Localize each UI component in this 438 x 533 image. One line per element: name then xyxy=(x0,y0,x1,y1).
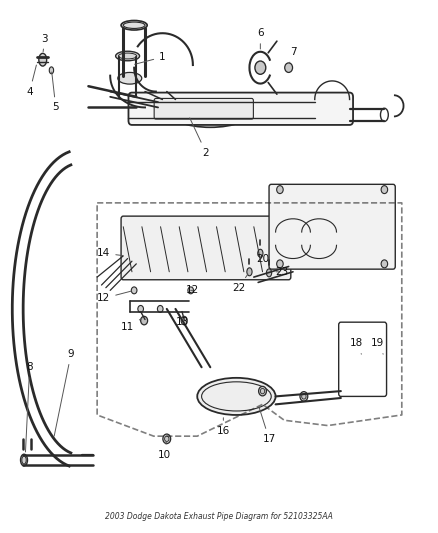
Text: 7: 7 xyxy=(290,47,296,63)
Ellipse shape xyxy=(141,317,148,325)
Ellipse shape xyxy=(138,305,144,312)
Text: 10: 10 xyxy=(158,441,171,460)
Text: 2: 2 xyxy=(190,118,209,158)
Text: 11: 11 xyxy=(121,318,142,333)
Text: 12: 12 xyxy=(186,285,200,295)
FancyBboxPatch shape xyxy=(154,99,253,119)
Ellipse shape xyxy=(21,454,28,466)
Ellipse shape xyxy=(258,249,263,257)
Text: 23: 23 xyxy=(276,267,289,277)
Ellipse shape xyxy=(163,434,171,443)
Ellipse shape xyxy=(121,20,147,30)
FancyBboxPatch shape xyxy=(121,216,291,280)
Text: 17: 17 xyxy=(259,407,276,444)
Ellipse shape xyxy=(118,72,142,84)
Ellipse shape xyxy=(245,102,262,118)
Ellipse shape xyxy=(157,305,163,312)
Ellipse shape xyxy=(277,185,283,193)
Ellipse shape xyxy=(285,63,293,72)
Text: 12: 12 xyxy=(97,291,131,303)
Text: 5: 5 xyxy=(52,72,59,112)
Text: 1: 1 xyxy=(134,52,166,64)
Ellipse shape xyxy=(39,53,47,66)
Ellipse shape xyxy=(381,185,388,193)
Ellipse shape xyxy=(158,102,176,118)
Ellipse shape xyxy=(300,392,308,401)
Text: 22: 22 xyxy=(232,274,248,293)
Text: 16: 16 xyxy=(217,418,230,436)
Text: 3: 3 xyxy=(42,34,48,52)
Ellipse shape xyxy=(188,287,194,294)
Text: 14: 14 xyxy=(97,248,123,259)
Ellipse shape xyxy=(116,51,140,61)
Text: 9: 9 xyxy=(54,349,74,436)
FancyBboxPatch shape xyxy=(269,184,395,269)
Text: 18: 18 xyxy=(350,338,363,354)
Ellipse shape xyxy=(266,269,272,277)
Text: 4: 4 xyxy=(26,65,36,96)
Ellipse shape xyxy=(167,93,254,127)
Ellipse shape xyxy=(381,260,388,268)
Text: 20: 20 xyxy=(256,254,269,263)
Ellipse shape xyxy=(255,61,266,74)
Ellipse shape xyxy=(181,317,187,325)
Ellipse shape xyxy=(49,67,53,74)
Ellipse shape xyxy=(258,386,266,396)
Ellipse shape xyxy=(131,287,137,294)
Text: 6: 6 xyxy=(257,28,264,49)
Text: 19: 19 xyxy=(371,338,385,354)
Ellipse shape xyxy=(197,378,276,415)
Ellipse shape xyxy=(277,260,283,268)
Text: 8: 8 xyxy=(25,362,33,452)
Ellipse shape xyxy=(247,268,252,276)
Text: 2003 Dodge Dakota Exhaust Pipe Diagram for 52103325AA: 2003 Dodge Dakota Exhaust Pipe Diagram f… xyxy=(105,512,333,521)
FancyBboxPatch shape xyxy=(128,93,353,125)
Text: 13: 13 xyxy=(175,317,189,327)
